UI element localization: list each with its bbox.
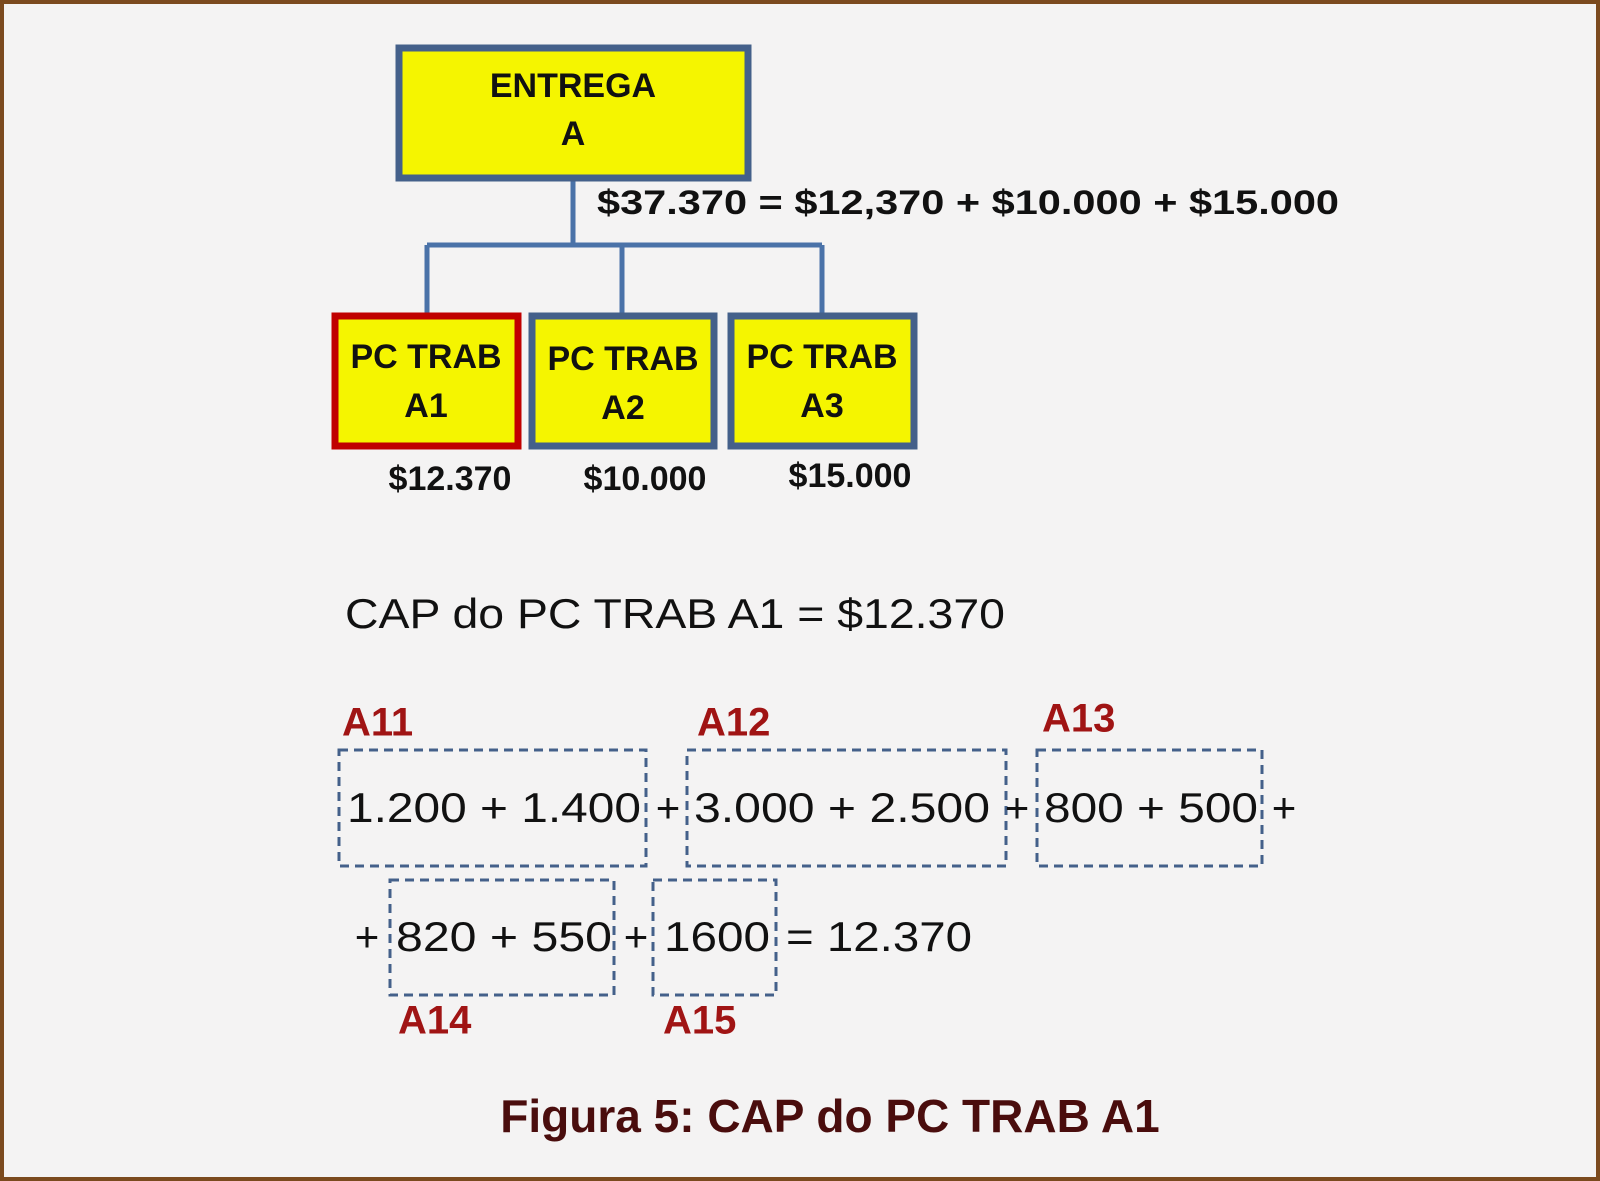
work-package-label: A14	[398, 999, 472, 1043]
total-equation: $37.370 = $12,370 + $10.000 + $15.000	[597, 184, 1339, 222]
child-cost: $12.370	[389, 460, 512, 498]
operator: +	[656, 784, 681, 831]
root-label: A	[561, 115, 586, 153]
connectors	[424, 178, 825, 316]
caption: Figura 5: CAP do PC TRAB A1	[500, 1090, 1159, 1142]
work-package-label: A12	[697, 701, 770, 745]
work-package-label: A13	[1042, 697, 1115, 741]
expression: 1.200 + 1.400	[347, 784, 641, 831]
expression: 1600	[664, 913, 770, 960]
child-label: A2	[601, 389, 644, 427]
root-label: ENTREGA	[490, 67, 656, 105]
expression: 800 + 500	[1044, 784, 1258, 831]
child-label: A3	[800, 387, 843, 425]
child-label: PC TRAB	[746, 338, 897, 376]
work-package-label: A15	[663, 999, 736, 1043]
root-box	[395, 44, 752, 182]
child-cost: $10.000	[584, 460, 707, 498]
child-box	[528, 312, 718, 450]
cap-line: CAP do PC TRAB A1 = $12.370	[345, 590, 1005, 637]
operator: +	[624, 913, 649, 960]
dashed-boxes	[337, 748, 1264, 997]
operator: +	[1272, 784, 1297, 831]
expression: 3.000 + 2.500	[694, 784, 990, 831]
child-box	[727, 312, 918, 450]
operator: +	[1005, 784, 1030, 831]
child-label: PC TRAB	[350, 338, 501, 376]
child-label: PC TRAB	[547, 340, 698, 378]
work-package-label: A11	[342, 701, 413, 745]
child-cost: $15.000	[789, 457, 912, 495]
operator: = 12.370	[786, 913, 972, 960]
expression: 820 + 550	[396, 913, 612, 960]
child-label: A1	[404, 387, 447, 425]
operator: +	[355, 913, 380, 960]
child-box	[331, 312, 522, 450]
